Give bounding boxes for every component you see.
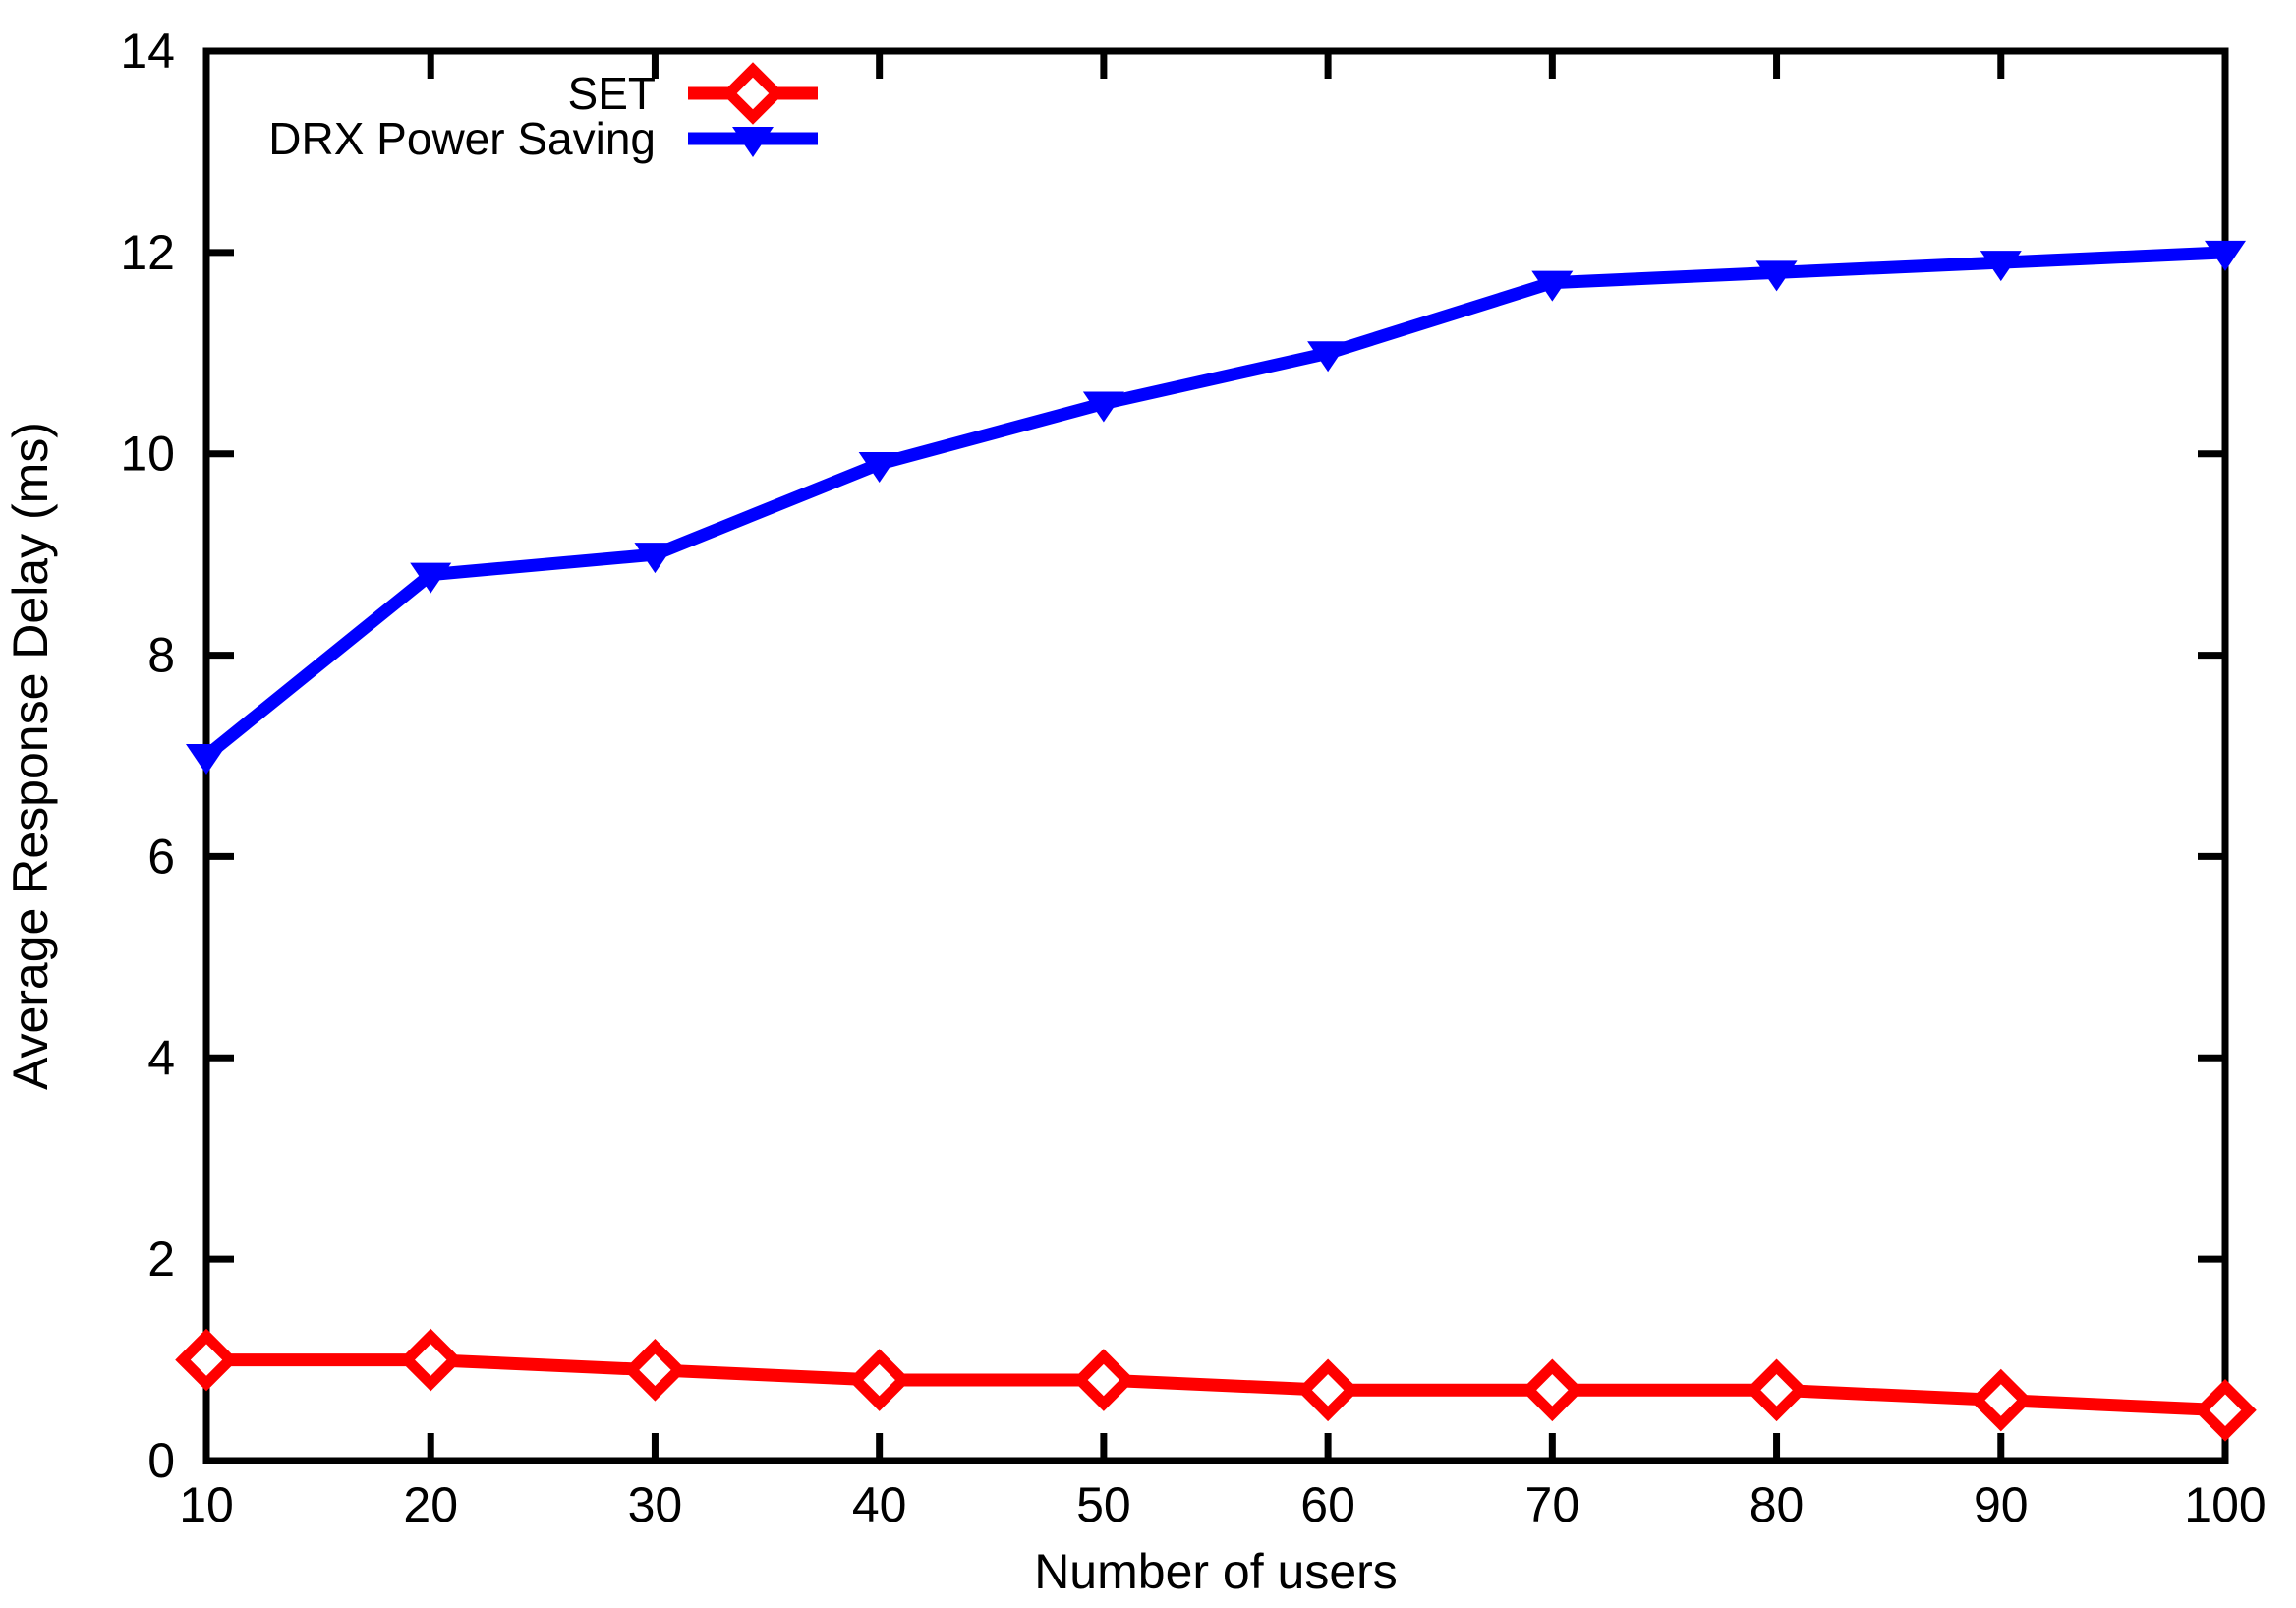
- y-tick-label: 14: [120, 24, 175, 79]
- marker-triangle-down-icon: [2205, 240, 2246, 271]
- marker-triangle-down-icon: [1980, 251, 2022, 282]
- marker-diamond-icon: [399, 1328, 463, 1392]
- x-tick-label: 70: [1525, 1477, 1580, 1532]
- y-tick-label: 2: [147, 1232, 175, 1287]
- marker-diamond-icon: [175, 1328, 238, 1392]
- marker-triangle-down-icon: [1531, 270, 1574, 302]
- series-line-drx-power-saving: [201, 246, 2226, 762]
- legend-label-drx-power-saving: DRX Power Saving: [268, 113, 656, 164]
- x-tick-label: 60: [1300, 1477, 1355, 1532]
- y-axis-title: Average Response Delay (ms): [3, 422, 58, 1090]
- marker-triangle-down-icon: [1307, 341, 1349, 373]
- x-tick-label: 90: [1974, 1477, 2029, 1532]
- x-tick-label: 10: [179, 1477, 234, 1532]
- marker-diamond-icon: [1072, 1349, 1135, 1411]
- marker-triangle-down-icon: [1755, 260, 1798, 292]
- marker-diamond-icon: [623, 1339, 687, 1402]
- x-axis-title: Number of users: [1034, 1544, 1398, 1599]
- x-tick-label: 80: [1750, 1477, 1805, 1532]
- marker-diamond-icon: [1745, 1358, 1808, 1422]
- x-tick-label: 100: [2184, 1477, 2266, 1532]
- marker-diamond-icon: [847, 1349, 911, 1411]
- marker-triangle-down-icon: [858, 451, 900, 483]
- y-tick-label: 4: [147, 1030, 175, 1085]
- y-tick-label: 0: [147, 1433, 175, 1488]
- series-line-set: [206, 1353, 2226, 1417]
- marker-diamond-icon: [1521, 1358, 1584, 1422]
- plot-area: 10 20 30 40 50 60 70 80 90 100 0 2 4 6 8 10 12 14: [120, 24, 2266, 1532]
- marker-triangle-down-icon: [186, 744, 227, 775]
- marker-triangle-down-icon: [410, 562, 452, 594]
- marker-diamond-icon: [1970, 1368, 2033, 1432]
- x-tick-label: 20: [403, 1477, 458, 1532]
- x-tick-label: 40: [852, 1477, 907, 1532]
- x-tick-label: 50: [1076, 1477, 1131, 1532]
- x-tick-label: 30: [628, 1477, 683, 1532]
- y-tick-label: 6: [147, 829, 175, 884]
- marker-triangle-down-icon: [732, 127, 774, 157]
- legend-label-set: SET: [568, 68, 656, 119]
- y-tick-label: 10: [120, 427, 175, 482]
- legend: SET DRX Power Saving: [268, 62, 818, 164]
- marker-diamond-icon: [2194, 1379, 2257, 1442]
- marker-triangle-down-icon: [1082, 391, 1124, 423]
- legend-samples: [688, 62, 818, 157]
- marker-triangle-down-icon: [634, 543, 676, 574]
- y-tick-label: 12: [120, 225, 175, 280]
- marker-diamond-icon: [721, 62, 784, 125]
- y-tick-label: 8: [147, 628, 175, 683]
- marker-diamond-icon: [1296, 1358, 1359, 1422]
